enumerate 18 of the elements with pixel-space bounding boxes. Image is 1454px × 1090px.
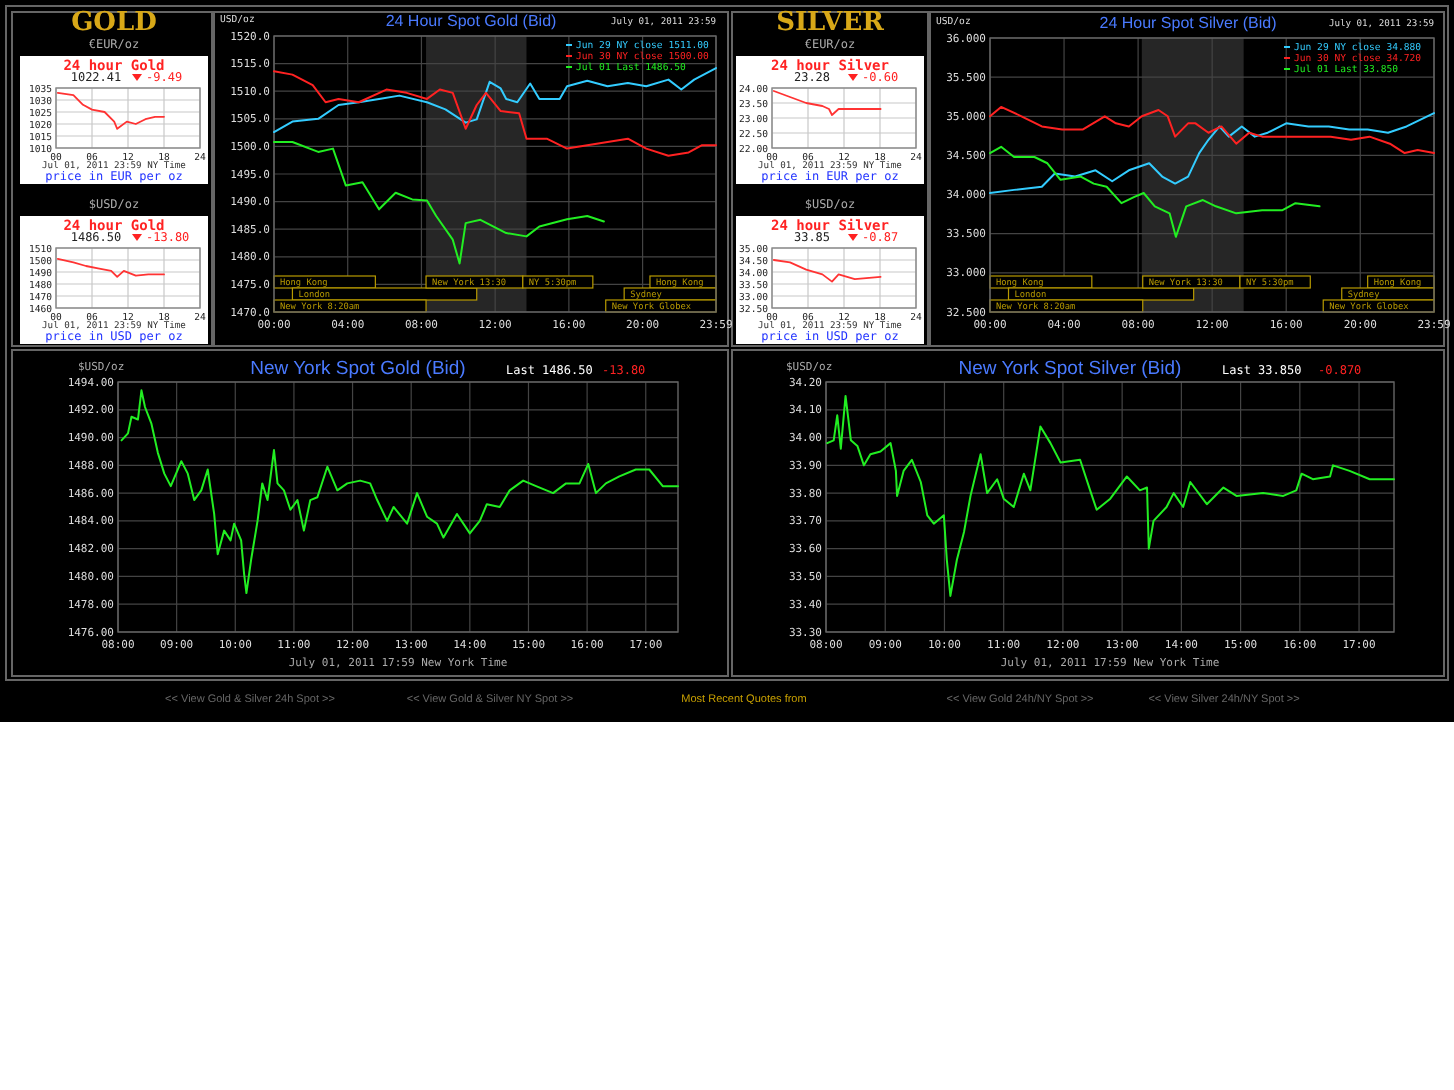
line-series bbox=[772, 90, 882, 116]
chart-title: SILVER bbox=[776, 8, 885, 38]
line-series bbox=[120, 389, 679, 595]
chart-title: 24 Hour Spot Silver (Bid) bbox=[1099, 14, 1278, 32]
line-series bbox=[56, 91, 165, 130]
line-series bbox=[989, 145, 1321, 238]
chart-title: New York Spot Gold (Bid) bbox=[250, 358, 466, 380]
line-series bbox=[989, 112, 1435, 195]
chart-title: 24 Hour Spot Gold (Bid) bbox=[385, 12, 558, 30]
line-series bbox=[273, 140, 605, 265]
line-series bbox=[273, 67, 717, 134]
line-series bbox=[273, 70, 717, 157]
line-series bbox=[772, 259, 882, 283]
line-series bbox=[989, 105, 1435, 155]
chart-title: GOLD bbox=[71, 8, 157, 38]
line-series bbox=[826, 394, 1395, 597]
line-series bbox=[56, 257, 165, 278]
chart-title: New York Spot Silver (Bid) bbox=[958, 358, 1182, 380]
